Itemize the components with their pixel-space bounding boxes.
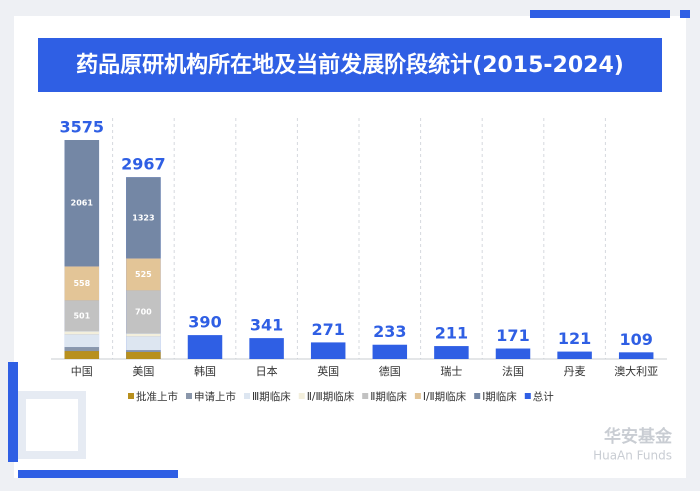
legend-swatch <box>524 393 531 399</box>
legend-swatch <box>186 393 192 399</box>
bar-segment <box>126 177 161 259</box>
segment-label: 558 <box>73 279 90 288</box>
total-label: 3575 <box>60 118 105 137</box>
total-label: 390 <box>188 313 221 332</box>
x-tick-label: 韩国 <box>194 364 216 378</box>
total-label: 271 <box>311 320 344 339</box>
legend-label: 总计 <box>533 390 554 403</box>
total-label: 171 <box>496 326 529 345</box>
bar-segment <box>126 336 161 351</box>
x-tick-label: 日本 <box>256 364 278 378</box>
brand: 华安基金 <box>604 426 673 447</box>
segment-label: 2061 <box>71 199 94 208</box>
total-label: 2967 <box>121 155 166 174</box>
bar-segment <box>126 350 161 352</box>
x-tick-label: 德国 <box>379 364 401 378</box>
legend-swatch <box>298 393 305 399</box>
total-label: 121 <box>558 329 591 348</box>
legend-label: Ⅱ期临床 <box>370 390 407 403</box>
decor <box>18 391 86 459</box>
legend-label: Ⅰ期临床 <box>482 390 517 403</box>
x-tick-label: 中国 <box>71 365 93 378</box>
segment-label: 525 <box>135 270 152 279</box>
decor <box>18 470 178 478</box>
bar-segment <box>64 140 100 267</box>
bar <box>187 335 223 359</box>
bar <box>249 338 284 359</box>
legend-label: 申请上市 <box>194 390 236 403</box>
x-tick-label: 美国 <box>132 365 154 378</box>
bar <box>618 352 654 359</box>
segment-label: 1323 <box>132 213 154 222</box>
total-label: 109 <box>619 330 652 349</box>
bar-segment <box>126 351 161 359</box>
bar-segment <box>126 333 161 337</box>
legend-label: Ⅲ期临床 <box>252 390 291 403</box>
title-box <box>38 38 662 92</box>
bar-segment <box>64 331 100 335</box>
bar-segment <box>126 258 161 291</box>
x-tick-label: 瑞士 <box>440 364 462 378</box>
bar-segment <box>64 334 100 348</box>
legend-label: 批准上市 <box>136 390 178 403</box>
bar <box>372 344 408 359</box>
decor <box>8 362 18 462</box>
total-label: 233 <box>373 322 406 341</box>
legend-swatch <box>128 393 134 399</box>
bar <box>557 351 592 359</box>
bar-segment <box>64 300 100 332</box>
bar <box>434 346 469 359</box>
decor <box>680 10 690 18</box>
segment-label: 501 <box>73 311 90 320</box>
bar-segment <box>64 266 100 301</box>
decor <box>530 10 670 18</box>
legend-swatch <box>362 393 369 399</box>
bar-segment <box>126 290 161 334</box>
legend-swatch <box>474 393 481 399</box>
card <box>14 16 686 478</box>
x-tick-label: 丹麦 <box>564 365 586 378</box>
x-tick-label: 英国 <box>317 364 339 378</box>
bar-segment <box>64 351 100 359</box>
x-tick-label: 法国 <box>502 364 524 378</box>
brand-en: HuaAn Funds <box>593 449 672 463</box>
total-label: 341 <box>250 316 283 335</box>
segment-label: 700 <box>135 307 152 316</box>
bar <box>310 342 346 359</box>
legend-label: Ⅰ/Ⅱ期临床 <box>423 390 467 403</box>
legend-label: Ⅱ/Ⅲ期临床 <box>307 390 355 403</box>
chart-title: 药品原研机构所在地及当前发展阶段统计(2015-2024) <box>76 52 624 78</box>
x-tick-label: 澳大利亚 <box>614 364 658 378</box>
legend-swatch <box>244 393 250 399</box>
total-label: 211 <box>435 324 468 343</box>
bar-segment <box>64 347 100 352</box>
legend-swatch <box>414 393 421 399</box>
bar <box>495 348 531 359</box>
